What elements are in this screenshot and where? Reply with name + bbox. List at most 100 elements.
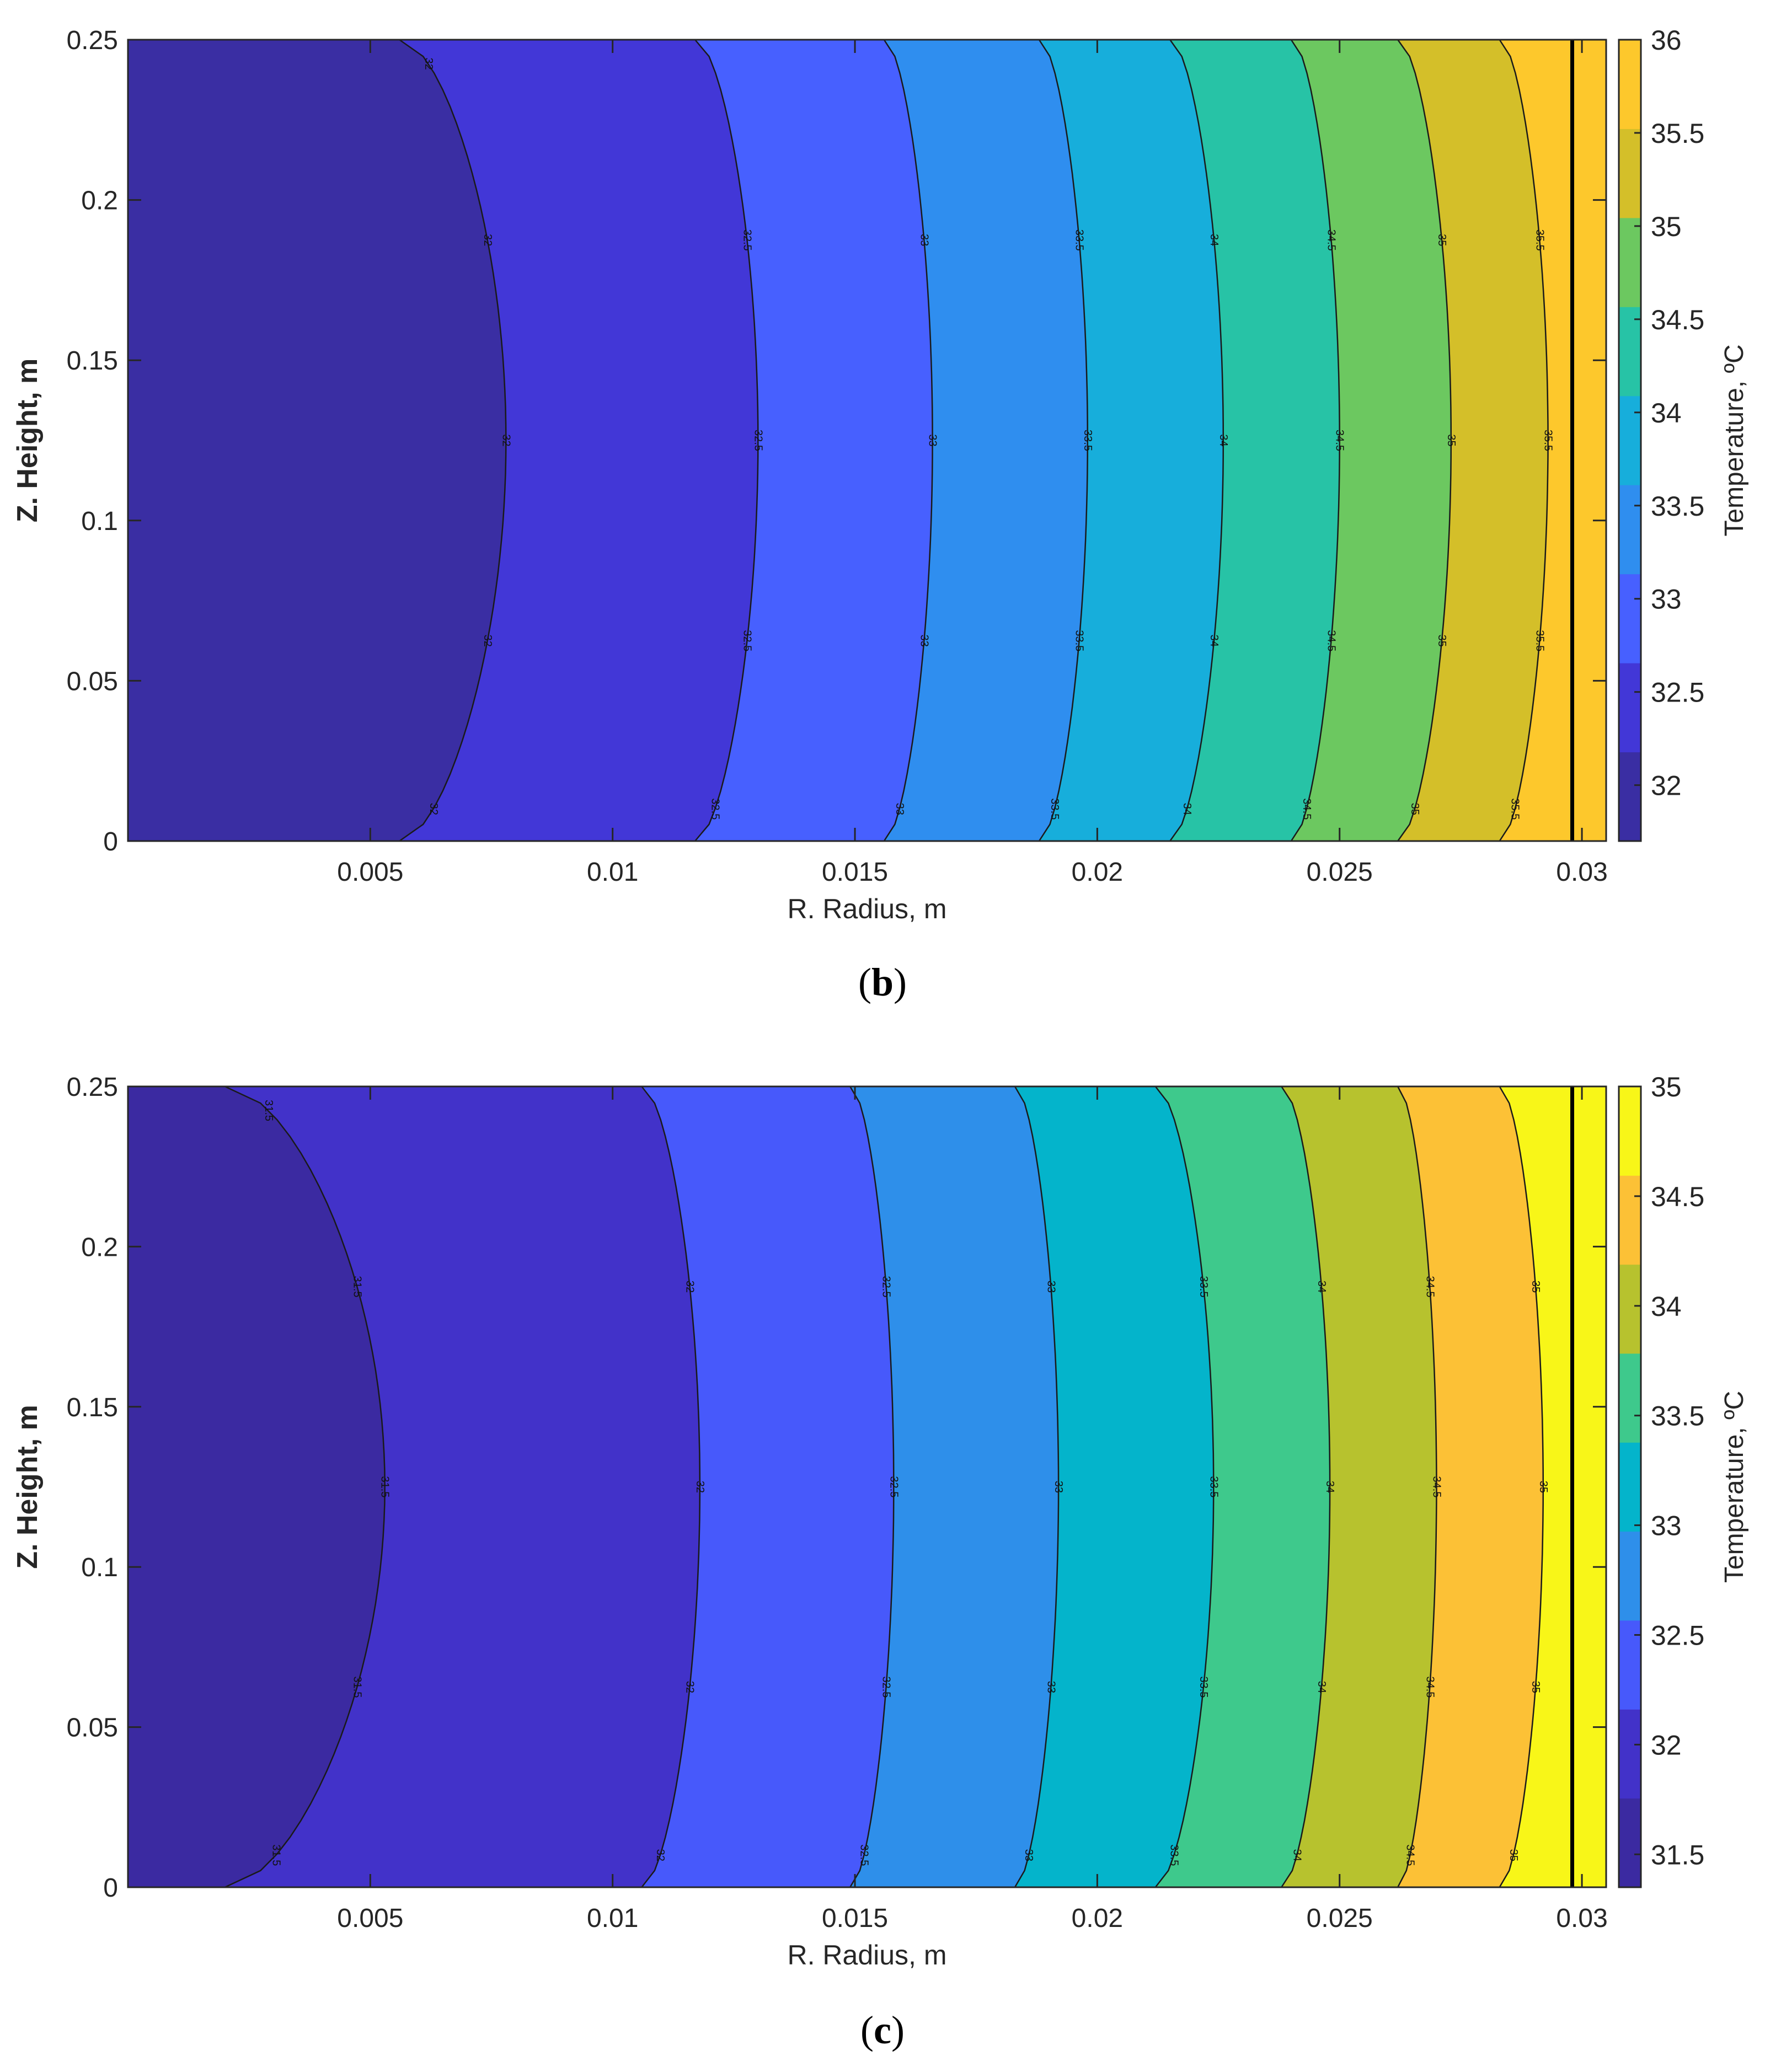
colorbar-tick-label: 34.5 xyxy=(1651,1181,1704,1212)
contour-label: 35.5 xyxy=(1542,430,1554,451)
x-tick-label: 0.03 xyxy=(1556,858,1607,887)
colorbar-segment xyxy=(1619,574,1641,663)
contour-label-group: 32.5 xyxy=(858,1844,870,1866)
contour-label-group: 32 xyxy=(694,1481,706,1493)
contour-label-group: 32 xyxy=(482,635,494,647)
y-tick-label: 0.05 xyxy=(67,667,118,696)
y-axis-label: Z. Height, m xyxy=(12,358,44,523)
contour-label: 33 xyxy=(1045,1281,1057,1293)
y-tick-label: 0.15 xyxy=(67,346,118,376)
y-tick-label: 0.05 xyxy=(67,1714,118,1743)
panel-caption-b: (b) xyxy=(0,960,1765,1005)
colorbar-frame xyxy=(1618,39,1642,842)
contour-label: 34 xyxy=(1181,803,1193,815)
colorbar-segment xyxy=(1619,1175,1641,1265)
contour-label-group: 34 xyxy=(1324,1481,1336,1493)
contour-label-group: 32 xyxy=(422,57,435,69)
contour-label-group: 35.5 xyxy=(1509,798,1521,820)
colorbar-label-group: Temperature, ºC xyxy=(1720,1391,1749,1583)
contour-label-group: 32.5 xyxy=(880,1677,892,1698)
y-tick-label: 0.1 xyxy=(81,1553,118,1582)
contour-label: 33.5 xyxy=(1207,1476,1220,1498)
contour-label: 32 xyxy=(694,1481,706,1493)
contour-label: 35 xyxy=(1436,234,1448,246)
contour-label: 34 xyxy=(1291,1849,1303,1861)
contour-label: 32 xyxy=(654,1849,666,1861)
contour-line xyxy=(849,1086,895,1888)
colorbar-tick-label: 34.5 xyxy=(1651,304,1704,335)
contour-line xyxy=(1154,1086,1215,1888)
contour-label: 34.5 xyxy=(1404,1844,1416,1866)
contour-label-group: 33.5 xyxy=(1082,430,1094,451)
contour-line xyxy=(1169,39,1224,842)
x-tick-label: 0.01 xyxy=(587,1904,638,1933)
contour-label: 34.5 xyxy=(1325,229,1338,251)
contour-label: 34.5 xyxy=(1325,630,1338,651)
contour-label: 33 xyxy=(927,434,939,446)
contour-label: 34.5 xyxy=(1334,430,1346,451)
contour-label-group: 33.5 xyxy=(1073,630,1085,651)
y-tick-label: 0.1 xyxy=(81,507,118,536)
contour-line xyxy=(1499,1086,1544,1888)
colorbar-label: Temperature, ºC xyxy=(1720,344,1749,536)
axes-box xyxy=(127,1085,1607,1888)
contour-label: 33 xyxy=(1045,1681,1057,1693)
contour-label: 33.5 xyxy=(1197,1276,1210,1298)
contour-label-group: 32 xyxy=(482,234,494,246)
contour-label-group: 34 xyxy=(1181,803,1193,815)
x-tick-label: 0.02 xyxy=(1072,1904,1123,1933)
contour-label-group: 34.5 xyxy=(1334,430,1346,451)
contour-label-group: 33 xyxy=(1052,1481,1065,1493)
contour-label: 34 xyxy=(1315,1681,1328,1693)
x-tick-label: 0.01 xyxy=(587,858,638,887)
contour-label: 32.5 xyxy=(709,798,721,820)
contour-line xyxy=(1290,39,1340,842)
contour-label: 32 xyxy=(422,57,435,69)
colorbar-segment xyxy=(1619,1086,1641,1176)
contour-label-group: 31.5 xyxy=(351,1677,363,1698)
contour-label-group: 34.5 xyxy=(1404,1844,1416,1866)
contour-label-group: 31.5 xyxy=(379,1476,391,1498)
contour-label: 35.5 xyxy=(1533,630,1545,651)
contour-label-group: 33 xyxy=(1023,1849,1035,1861)
contour-label-group: 31.5 xyxy=(263,1100,275,1121)
contour-label: 33.5 xyxy=(1168,1844,1180,1866)
contour-label-group: 34 xyxy=(1315,1681,1328,1693)
contour-label-group: 33 xyxy=(1045,1681,1057,1693)
contour-label-group: 33.5 xyxy=(1168,1844,1180,1866)
contour-label-group: 35 xyxy=(1436,234,1448,246)
colorbar-tick-label: 33 xyxy=(1651,584,1682,615)
contour-label: 34.5 xyxy=(1424,1677,1436,1698)
colorbar-tick-label: 33 xyxy=(1651,1511,1682,1541)
contour-line xyxy=(224,1085,386,1888)
colorbar-tick-label: 32 xyxy=(1651,1730,1682,1760)
contour-label: 32 xyxy=(684,1681,696,1693)
contour-label: 31.5 xyxy=(351,1677,363,1698)
contour-label-group: 33.5 xyxy=(1197,1276,1210,1298)
contour-label-group: 34.5 xyxy=(1325,229,1338,251)
contour-label-group: 33 xyxy=(918,234,930,246)
colorbar-segment xyxy=(1619,752,1641,842)
contour-label: 35 xyxy=(1537,1481,1549,1493)
contour-label: 32.5 xyxy=(741,630,753,651)
x-tick-label: 0.03 xyxy=(1556,1904,1607,1933)
contour-label: 35 xyxy=(1436,635,1448,647)
y-axis-label-group: Z. Height, m xyxy=(12,358,44,523)
contour-label-group: 34 xyxy=(1315,1281,1328,1293)
contour-label: 32.5 xyxy=(752,430,764,451)
y-axis-label: Z. Height, m xyxy=(12,1405,44,1569)
contour-fill-region xyxy=(128,1086,385,1887)
x-tick-label: 0.025 xyxy=(1307,1904,1373,1933)
colorbar-label-group: Temperature, ºC xyxy=(1720,344,1749,536)
chart-panel-c: 31.5 31.5 31.5 31.5 31.5 32 32 32 32 32.5 32.5 32.5… xyxy=(12,1072,1749,1971)
colorbar-segment xyxy=(1619,217,1641,307)
x-tick-label: 0.02 xyxy=(1072,858,1123,887)
contour-label-group: 34.5 xyxy=(1424,1276,1436,1298)
colorbar-label: Temperature, ºC xyxy=(1720,1391,1749,1583)
contour-line xyxy=(694,39,759,842)
colorbar-segment xyxy=(1619,1264,1641,1354)
contour-label: 32 xyxy=(482,635,494,647)
contour-label-group: 32.5 xyxy=(887,1476,900,1498)
contour-label-group: 35.5 xyxy=(1542,430,1554,451)
contour-label: 35 xyxy=(1529,1281,1542,1293)
